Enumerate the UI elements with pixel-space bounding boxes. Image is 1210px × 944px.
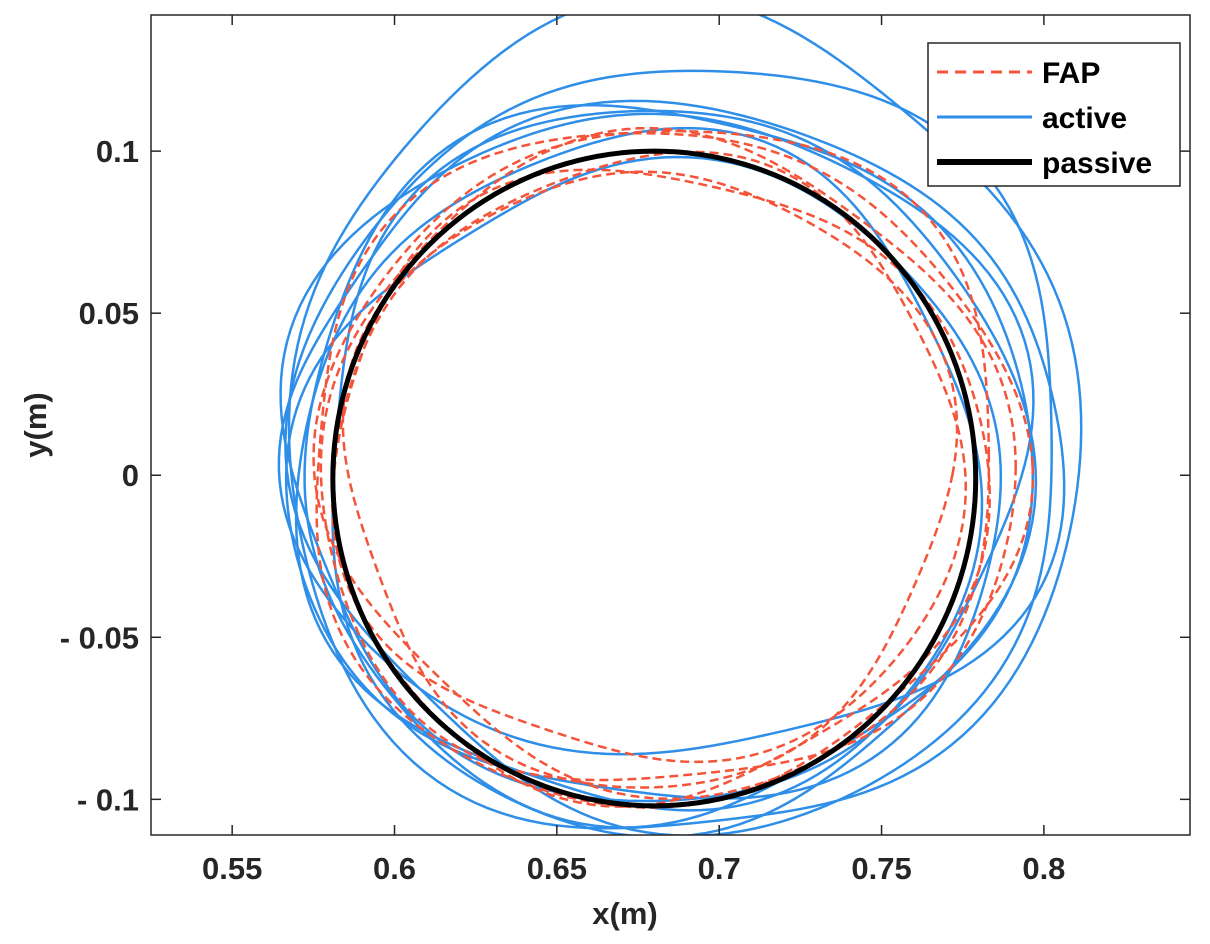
y-axis-label: y(m) xyxy=(18,392,53,457)
series-layer xyxy=(277,15,1083,835)
x-tick-label: 0.55 xyxy=(202,851,262,886)
active-loop xyxy=(277,99,1066,756)
plot-frame xyxy=(150,14,1191,836)
active-loop xyxy=(287,15,1083,830)
fap-loop xyxy=(341,170,959,789)
ticks-layer: 0.55 0.6 0.65 0.7 0.75 0.8 0.1 0.05 0 - 0.05 - 0.1 xyxy=(60,15,1190,886)
x-tick-label: 0.75 xyxy=(851,851,911,886)
legend-label-passive: passive xyxy=(1042,147,1152,180)
legend: FAP active passive xyxy=(927,42,1181,187)
active-loop xyxy=(294,126,984,812)
legend-label-active: active xyxy=(1042,102,1127,135)
x-tick-label: 0.7 xyxy=(698,851,741,886)
passive-loop xyxy=(330,148,979,809)
y-tick-label: - 0.1 xyxy=(77,782,139,817)
x-tick-label: 0.6 xyxy=(373,851,416,886)
y-tick-label: - 0.05 xyxy=(60,620,139,655)
x-tick-label: 0.65 xyxy=(527,851,587,886)
y-tick-label: 0.05 xyxy=(79,296,139,331)
legend-label-fap: FAP xyxy=(1042,57,1100,90)
fap-loop xyxy=(315,131,1035,809)
x-axis-label: x(m) xyxy=(592,896,657,931)
y-tick-label: 0 xyxy=(122,458,139,493)
series-passive xyxy=(330,148,979,809)
y-tick-label: 0.1 xyxy=(96,134,139,169)
x-tick-label: 0.8 xyxy=(1022,851,1065,886)
